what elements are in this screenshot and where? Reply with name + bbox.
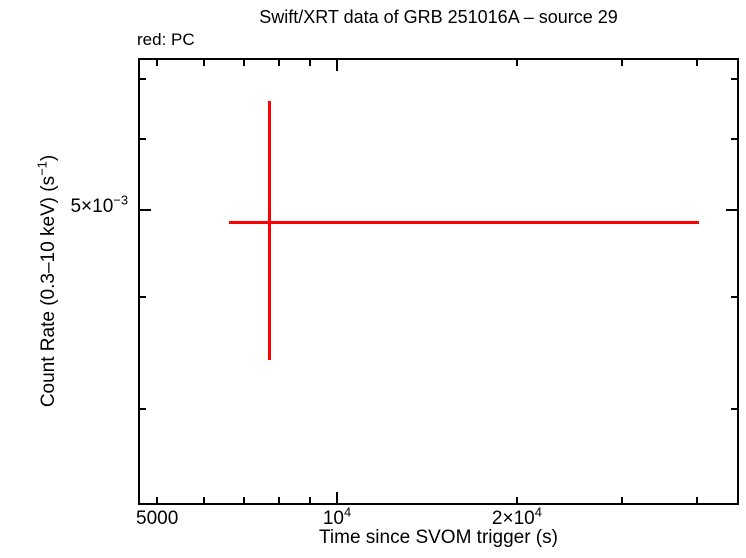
x-tick [696, 60, 698, 66]
x-axis-label: Time since SVOM trigger (s) [319, 527, 558, 548]
y-tick-label: 5×10−3 [70, 192, 128, 217]
x-tick-label: 104 [322, 504, 352, 529]
y-tick [731, 408, 737, 410]
y-tick [140, 209, 151, 211]
x-tick-label: 2×104 [491, 504, 542, 529]
y-tick [140, 408, 146, 410]
x-tick [621, 60, 623, 66]
x-tick [516, 60, 518, 66]
x-tick [243, 497, 245, 503]
x-tick-label: 5000 [136, 508, 179, 529]
x-tick [621, 497, 623, 503]
x-tick [309, 497, 311, 503]
x-tick [516, 497, 518, 503]
y-tick [731, 78, 737, 80]
y-axis-label: Count Rate (0.3–10 keV) (s−1) [34, 154, 59, 408]
mode-legend-label: red: PC [137, 30, 195, 49]
plot-frame [138, 58, 739, 505]
y-tick [731, 138, 737, 140]
y-tick [140, 138, 146, 140]
chart-title: Swift/XRT data of GRB 251016A – source 2… [259, 7, 618, 27]
x-tick [203, 60, 205, 66]
plot-canvas [140, 60, 737, 503]
x-tick [309, 60, 311, 66]
x-tick [243, 60, 245, 66]
x-tick [278, 497, 280, 503]
x-tick [336, 492, 338, 503]
y-tick [731, 296, 737, 298]
x-tick [336, 60, 338, 71]
x-tick [203, 497, 205, 503]
datapoint-errorbar-horizontal [229, 221, 699, 224]
x-tick [278, 60, 280, 66]
x-tick [696, 497, 698, 503]
y-tick [140, 296, 146, 298]
datapoint-errorbar-vertical [268, 101, 271, 360]
y-tick [140, 78, 146, 80]
y-tick [726, 209, 737, 211]
x-tick [156, 497, 158, 503]
x-tick [156, 60, 158, 66]
